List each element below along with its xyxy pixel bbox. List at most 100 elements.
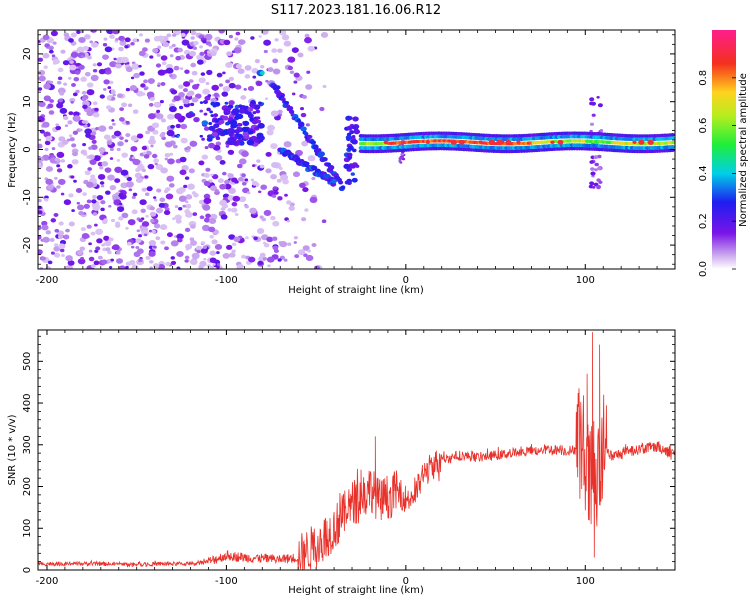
heatmap-cell (287, 56, 296, 63)
heatmap-cell (238, 108, 246, 114)
heatmap-cell (184, 69, 190, 74)
heatmap-cell (160, 82, 166, 86)
heatmap-cell (293, 236, 298, 240)
heatmap-cell (43, 65, 48, 69)
heatmap-cell (59, 248, 65, 253)
heatmap-cell (133, 72, 140, 79)
heatmap-cell (121, 152, 129, 158)
heatmap-cell (108, 204, 112, 208)
heatmap-cell (279, 255, 285, 260)
heatmap-cell (138, 50, 146, 57)
heatmap-cell (150, 218, 155, 223)
heatmap-cell (44, 195, 49, 200)
heatmap-cell (597, 103, 603, 108)
heatmap-cell (232, 141, 238, 146)
y-tick-label: -20 (22, 237, 33, 253)
heatmap-cell (168, 183, 175, 188)
snr-x-axis: -200 -100 0 100 (36, 330, 676, 587)
heatmap-cell (172, 144, 178, 149)
heatmap-cell (249, 117, 254, 122)
heatmap-cell (272, 220, 280, 227)
heatmap-cell (271, 161, 279, 169)
heatmap-cell (237, 122, 242, 127)
heatmap-cell (86, 82, 94, 88)
heatmap-cell (243, 88, 247, 91)
heatmap-cell (211, 239, 218, 245)
heatmap-cell (311, 242, 317, 248)
heatmap-cell (55, 125, 62, 131)
heatmap-cell (211, 131, 219, 137)
heatmap-cell (210, 173, 214, 177)
heatmap-cell (102, 54, 109, 60)
heatmap-cell (216, 265, 220, 269)
heatmap-cell (280, 174, 289, 181)
heatmap-cell (305, 123, 310, 127)
heatmap-cell (90, 231, 96, 236)
heatmap-cell (340, 185, 346, 190)
heatmap-cell (102, 42, 108, 47)
heatmap-cell (108, 125, 114, 130)
heatmap-cell (72, 130, 79, 135)
heatmap-cell (92, 204, 100, 211)
heatmap-cell (351, 177, 358, 183)
heatmap-cell (91, 139, 97, 144)
heatmap-cell (139, 199, 147, 206)
heatmap-cell (72, 151, 78, 157)
heatmap-cell (65, 265, 74, 269)
heatmap-cell (267, 124, 275, 132)
heatmap-cell (176, 250, 184, 258)
heatmap-cell (671, 140, 675, 145)
heatmap-cell (145, 255, 151, 261)
heatmap-cell (140, 208, 146, 213)
heatmap-cell (99, 166, 104, 170)
heatmap-cell (270, 215, 276, 221)
heatmap-cell (347, 156, 352, 160)
heatmap-cell (231, 50, 236, 54)
heatmap-cell (226, 244, 233, 250)
heatmap-cell (246, 191, 251, 195)
heatmap-cell (38, 156, 45, 162)
heatmap-cell (590, 171, 596, 176)
heatmap-cell (287, 65, 293, 71)
heatmap-cell (244, 65, 252, 71)
x-tick-label: 0 (403, 275, 409, 286)
heatmap-cell (47, 184, 54, 190)
heatmap-cell (168, 45, 173, 49)
heatmap-cell (266, 256, 275, 263)
heatmap-cell (304, 161, 310, 166)
heatmap-cell (164, 157, 169, 161)
heatmap-cell (270, 143, 278, 150)
heatmap-cell (262, 241, 267, 245)
heatmap-cell (86, 199, 92, 204)
heatmap-cell (115, 38, 119, 41)
heatmap-cell (244, 105, 249, 110)
heatmap-cell (127, 219, 136, 226)
heatmap-cell (53, 213, 59, 217)
heatmap-cell (189, 240, 198, 246)
heatmap-cell (132, 192, 138, 197)
heatmap-cell (201, 154, 209, 160)
heatmap-cell (383, 140, 389, 145)
heatmap-cell (165, 193, 174, 200)
heatmap-cell (143, 154, 150, 159)
heatmap-cell (254, 139, 260, 143)
heatmap-cell (56, 80, 62, 85)
heatmap-cell (110, 89, 116, 93)
colorbar-tick-label: 0.6 (698, 118, 709, 134)
heatmap-cell (213, 113, 219, 118)
heatmap-cell (148, 102, 154, 107)
heatmap-cell (401, 153, 405, 156)
heatmap-cell (142, 47, 148, 52)
heatmap-cell (307, 249, 312, 253)
heatmap-cell (157, 35, 165, 42)
heatmap-cell (130, 88, 134, 91)
heatmap-cell (204, 33, 213, 41)
heatmap-cell (60, 192, 65, 196)
heatmap-cell (166, 175, 175, 182)
heatmap-cell (109, 185, 117, 191)
heatmap-cell (250, 100, 256, 105)
snr-series-line (38, 332, 675, 570)
heatmap-cell (278, 30, 287, 36)
heatmap-cell (189, 102, 195, 107)
heatmap-cell (260, 30, 269, 35)
